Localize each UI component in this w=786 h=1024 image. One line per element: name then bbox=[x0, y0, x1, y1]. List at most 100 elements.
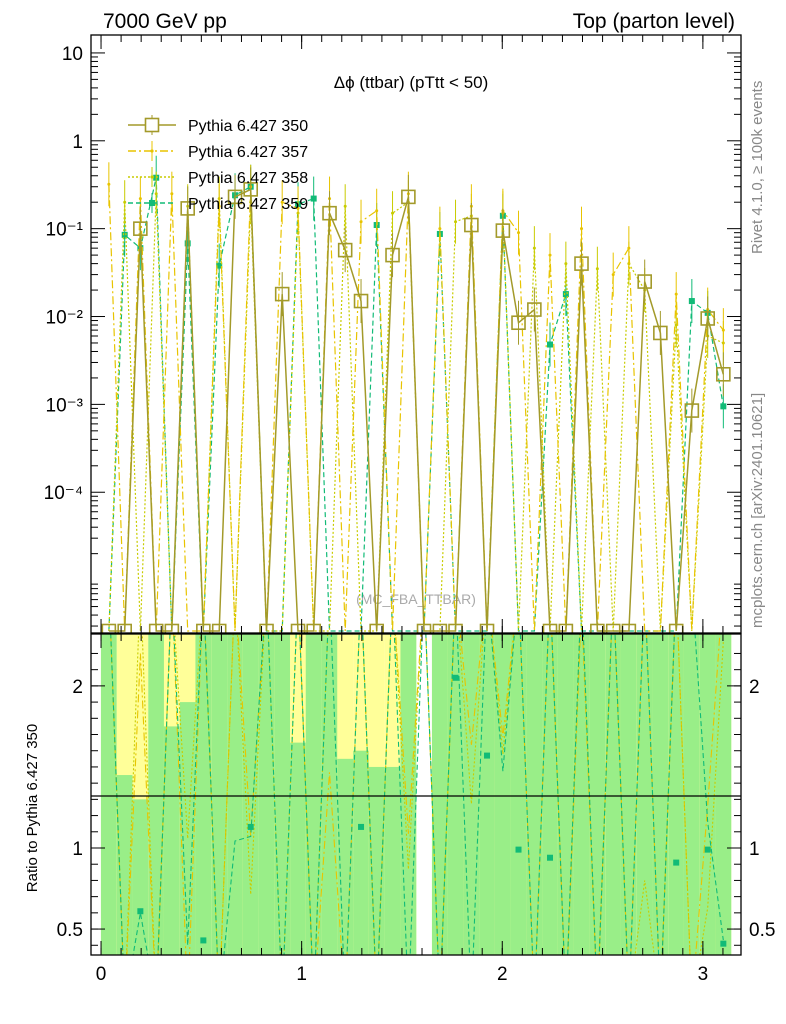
point-s350 bbox=[306, 623, 321, 633]
point-s358 bbox=[564, 262, 568, 266]
band-green bbox=[353, 750, 369, 955]
point-s350 bbox=[322, 205, 337, 221]
point-s350 bbox=[653, 325, 668, 341]
y-tick-label: 10⁻² bbox=[46, 308, 84, 329]
ratio-line-s358 bbox=[110, 634, 724, 955]
x-tick-label: 2 bbox=[497, 964, 508, 985]
band-green bbox=[274, 634, 291, 955]
point-s350 bbox=[684, 403, 700, 418]
point-s350 bbox=[353, 293, 369, 309]
band-green bbox=[620, 634, 637, 955]
point-s350 bbox=[432, 623, 448, 633]
point-s358 bbox=[532, 246, 536, 250]
point-s357 bbox=[721, 328, 725, 332]
ratio-point-359 bbox=[358, 823, 365, 830]
band-green bbox=[305, 634, 322, 955]
band-green bbox=[258, 634, 275, 955]
series-line-s350 bbox=[108, 188, 725, 632]
band-green bbox=[715, 634, 732, 955]
axes: 10 1 10⁻¹ 10⁻² 10⁻³ 10⁻⁴ 0.5 0.5 1 1 2 2 0 1 2 3 bbox=[44, 35, 775, 985]
point-s357 bbox=[580, 227, 584, 231]
point-s350 bbox=[180, 201, 195, 216]
point-s357 bbox=[611, 273, 615, 277]
ratio-point-359 bbox=[673, 859, 680, 866]
point-s359 bbox=[216, 262, 223, 269]
point-s358 bbox=[154, 192, 158, 196]
point-s350 bbox=[164, 623, 180, 633]
mcplots-label: mcplots.cern.ch [arXiv:2401.10621] bbox=[749, 393, 766, 628]
band-green bbox=[652, 634, 669, 955]
y-tick-label: 10⁻³ bbox=[46, 395, 84, 416]
y-tick-label: 1 bbox=[72, 132, 83, 153]
point-s350 bbox=[495, 223, 511, 238]
point-s357 bbox=[548, 253, 552, 257]
x-tick-label: 0 bbox=[96, 964, 107, 985]
band-green bbox=[195, 634, 212, 955]
point-s357 bbox=[438, 227, 442, 231]
analysis-watermark: (MC_FBA_TTBAR) bbox=[356, 591, 476, 607]
point-s350 bbox=[558, 623, 574, 633]
point-s357 bbox=[375, 209, 379, 213]
band-green bbox=[447, 634, 464, 955]
ratio-point-359 bbox=[484, 752, 491, 759]
point-s350 bbox=[290, 623, 306, 633]
band-green bbox=[100, 634, 117, 955]
point-s350 bbox=[337, 242, 353, 258]
point-s350 bbox=[369, 623, 384, 633]
band-green bbox=[605, 634, 622, 955]
point-s358 bbox=[674, 323, 678, 327]
point-s357 bbox=[296, 206, 300, 210]
y-tick-label: 10⁻⁴ bbox=[44, 483, 83, 504]
legend-label-s350: Pythia 6.427 350 bbox=[188, 118, 308, 135]
ratio-point-359 bbox=[515, 846, 522, 853]
ratio-point-359 bbox=[200, 937, 207, 944]
band-green bbox=[163, 726, 180, 955]
point-s357 bbox=[138, 197, 142, 201]
legend-marker-s357 bbox=[150, 149, 154, 153]
y-tick-label: 10⁻¹ bbox=[46, 220, 84, 241]
point-s357 bbox=[517, 231, 521, 235]
point-s357 bbox=[170, 192, 174, 196]
band-green bbox=[526, 634, 543, 955]
ratio-y-tick-label-right: 0.5 bbox=[749, 920, 775, 941]
point-s350 bbox=[700, 311, 715, 326]
ratio-series bbox=[110, 634, 727, 955]
point-s359 bbox=[121, 231, 128, 238]
ratio-y-tick-label: 2 bbox=[72, 677, 83, 698]
ratio-uncertainty-bands bbox=[100, 634, 732, 955]
point-s358 bbox=[391, 211, 395, 215]
legend-label-s357: Pythia 6.427 357 bbox=[188, 144, 308, 161]
point-s357 bbox=[217, 204, 221, 208]
legend: Pythia 6.427 350 Pythia 6.427 357 Pythia 6… bbox=[128, 115, 308, 213]
point-s358 bbox=[454, 220, 458, 224]
ratio-line-s357 bbox=[110, 634, 721, 955]
main-series bbox=[101, 155, 731, 633]
point-s350 bbox=[716, 366, 731, 382]
x-tick-label: 3 bbox=[698, 964, 709, 985]
band-green bbox=[290, 742, 306, 955]
point-s350 bbox=[401, 189, 416, 205]
point-s350 bbox=[133, 221, 148, 236]
point-s357 bbox=[359, 220, 363, 224]
point-s359 bbox=[562, 291, 569, 298]
band-green bbox=[400, 634, 417, 955]
point-s350 bbox=[148, 623, 164, 633]
point-s350 bbox=[211, 623, 227, 633]
legend-marker-s359 bbox=[149, 200, 155, 206]
point-s358 bbox=[123, 200, 127, 204]
point-s350 bbox=[527, 302, 542, 317]
band-green bbox=[431, 634, 448, 955]
ratio-point-359 bbox=[720, 940, 727, 947]
point-s357 bbox=[674, 292, 678, 296]
band-green bbox=[510, 634, 527, 955]
point-s350 bbox=[385, 247, 400, 263]
legend-label-s359: Pythia 6.427 359 bbox=[188, 196, 308, 213]
point-s350 bbox=[259, 623, 274, 633]
legend-marker-s350 bbox=[144, 117, 160, 133]
point-s350 bbox=[637, 274, 653, 289]
main-plot-frame bbox=[90, 34, 742, 634]
point-s350 bbox=[227, 189, 243, 205]
point-s357 bbox=[627, 246, 631, 250]
point-s350 bbox=[511, 315, 526, 331]
